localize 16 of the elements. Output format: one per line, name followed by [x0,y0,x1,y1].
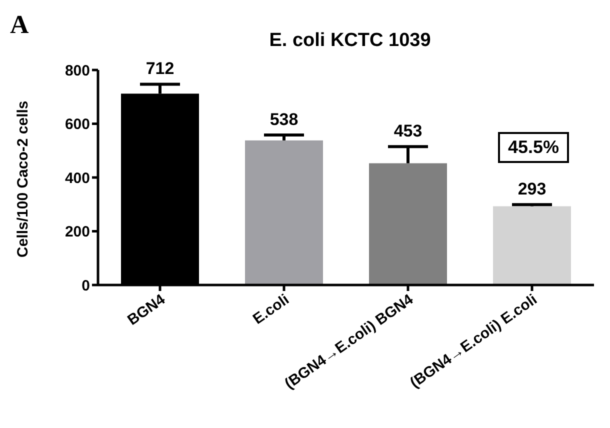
y-tick-label: 400 [64,170,90,187]
text: A [10,10,29,40]
data-label: 712 [146,59,174,78]
bar [493,206,571,285]
bar [245,140,323,285]
y-axis-title: Cells/100 Caco-2 cells [14,100,32,258]
chart-title: E. coli KCTC 1039 [268,30,432,52]
annotation: 45.5% [498,132,570,163]
data-label: 538 [270,110,298,130]
y-tick-label: 0 [82,277,90,294]
y-tick-label: 800 [64,62,90,80]
data-label: 453 [394,122,422,141]
y-tick-label: 600 [64,116,90,134]
y-tick-label: 200 [64,224,90,241]
bar [369,163,447,285]
data-label: 293 [518,180,546,199]
